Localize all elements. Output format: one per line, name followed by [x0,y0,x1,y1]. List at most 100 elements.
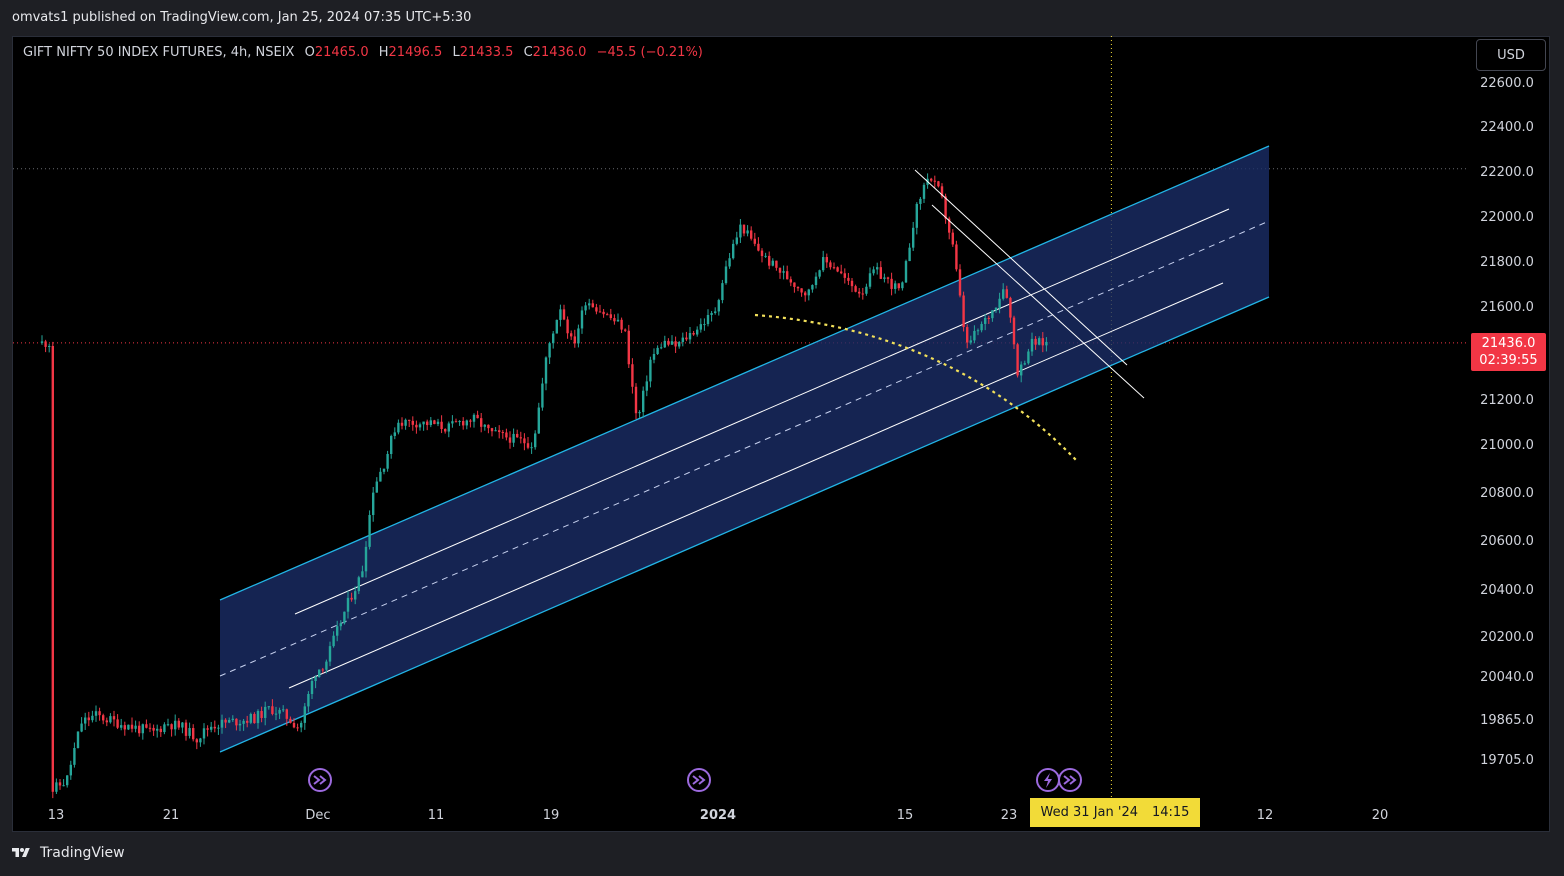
candle-body [966,327,969,343]
candle-body [462,421,465,426]
currency-button[interactable]: USD [1476,39,1546,71]
candle-body [951,232,954,245]
inner-upper-trendline [294,208,1230,615]
footer-brand[interactable]: TradingView [40,845,125,861]
candle-body [688,332,692,340]
candle-body [750,230,753,239]
candle-body [678,342,681,347]
candle-body [195,739,198,743]
candle-body [642,390,645,413]
candle-body [955,244,958,270]
candle-body [48,345,51,347]
x-axis-tick-label: 19 [543,808,560,823]
candle-body [933,180,936,182]
candle-body [534,433,537,448]
candle-body [854,286,857,292]
candle-body [415,424,418,428]
event-marker-bolt-icon[interactable] [1036,768,1060,792]
x-axis-tick-label: 11 [428,808,445,823]
event-marker-icon[interactable] [308,768,332,792]
candle-body [436,421,440,425]
bar-countdown: 02:39:55 [1479,353,1538,368]
candle-body [375,481,378,493]
candle-body [73,748,76,765]
y-axis-tick-label: 21200.0 [1480,393,1534,408]
candle-body [120,725,123,728]
candle-body [1009,297,1012,318]
candle-body [584,305,587,311]
candle-body [213,726,216,729]
candle-body [361,571,364,578]
candle-body [516,433,519,438]
candle-body [764,255,767,257]
candle-body [580,310,584,329]
candle-body [638,412,641,414]
candle-body [768,255,771,266]
y-axis-tick-label: 20800.0 [1480,486,1534,501]
candle-body [404,419,407,426]
candle-body [332,635,335,647]
candle-body [530,447,533,449]
candle-body [973,330,976,341]
candle-body [210,726,213,730]
event-markers[interactable] [308,768,1082,792]
candle-body [847,277,850,281]
event-marker-icon[interactable] [687,768,711,792]
candle-body [1030,338,1034,352]
candle-body [242,720,245,724]
candle-body [861,293,864,295]
candle-body [987,317,990,319]
candle-body [598,311,602,313]
candle-body [260,710,263,718]
tradingview-logo-icon[interactable] [12,846,30,860]
candle-body [980,323,983,331]
candle-body [145,724,148,728]
candle-body [829,262,832,268]
candle-body [703,324,706,326]
candle-body [454,421,458,423]
candle-body [674,341,677,347]
candle-body [289,718,292,723]
candle-body [822,257,825,271]
candles [40,173,1048,799]
candle-body [156,728,159,731]
candle-body [116,719,119,728]
candle-body [480,418,483,427]
candle-body [458,421,461,423]
candle-body [775,260,778,268]
candle-body [148,727,152,729]
candle-body [883,277,886,279]
candle-body [292,722,296,728]
low-label: L [452,45,460,60]
candle-body [408,419,411,421]
candle-body [80,723,83,732]
publish-info-bar: omvats1 published on TradingView.com, Ja… [0,0,1564,38]
event-marker-icon[interactable] [1058,768,1082,792]
candle-body [591,303,594,308]
symbol-legend: GIFT NIFTY 50 INDEX FUTURES, 4h, NSEIX O… [23,45,703,60]
candle-body [1005,289,1008,298]
candle-body [699,324,702,330]
candle-body [692,332,695,335]
candle-body [739,224,742,238]
candle-body [123,725,126,730]
candle-body [321,669,324,671]
candle-body [177,720,180,728]
candle-body [840,271,843,274]
y-axis-tick-label: 22200.0 [1480,165,1534,180]
candle-body [825,257,828,263]
candle-body [472,414,476,422]
arc-projection-curve [754,313,1077,461]
candle-body [354,591,357,600]
candle-body [393,432,396,436]
candle-body [667,340,670,345]
candle-body [501,432,504,434]
change-value: −45.5 (−0.21%) [596,45,703,60]
candle-body [656,347,659,355]
open-label: O [304,45,315,60]
channel-mid-line [219,220,1270,677]
candle-body [69,764,72,776]
candle-body [159,728,162,733]
candle-body [84,717,87,724]
